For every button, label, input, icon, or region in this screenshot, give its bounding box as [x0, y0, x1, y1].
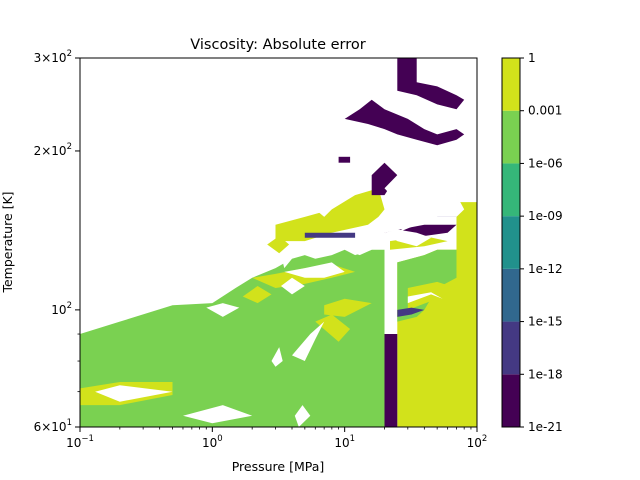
y-tick-label: 6×101: [34, 418, 72, 434]
contour-region: [344, 99, 465, 146]
x-tick-label: 10−1: [66, 434, 94, 450]
contour-gap: [294, 405, 311, 427]
contour-gap: [315, 202, 332, 217]
contour-region: [267, 236, 290, 254]
contour-region: [338, 156, 351, 163]
contour-region: [315, 314, 351, 342]
contour-gap: [292, 321, 325, 361]
contour-regions: [80, 58, 477, 427]
contour-gap: [206, 303, 240, 317]
contour-region: [371, 162, 398, 196]
colorbar-tick-label: 1e-15: [528, 315, 563, 329]
colorbar-segment: [502, 110, 520, 164]
contour-gap: [183, 405, 253, 424]
colorbar-segment: [502, 321, 520, 375]
contour-region: [384, 334, 398, 427]
y-tick-label: 2×102: [34, 142, 72, 158]
contour-gap: [384, 229, 432, 247]
contour-region: [242, 286, 272, 304]
contour-gap: [397, 195, 465, 233]
colorbar-tick-label: 1e-18: [528, 367, 563, 381]
x-tick-label: 102: [467, 434, 488, 450]
contour-gap: [284, 262, 345, 278]
y-axis-label: Temperature [K]: [0, 191, 15, 293]
colorbar-tick-label: 1e-21: [528, 420, 563, 434]
colorbar-segment: [502, 268, 520, 322]
colorbar: 1e-21 1e-18 1e-15 1e-12 1e-09 1e-06 0.001 1: [501, 51, 563, 434]
y-axis: 6×101 102 2×102 3×102: [34, 49, 80, 434]
colorbar-tick-label: 1e-06: [528, 156, 563, 170]
contour-gap: [281, 255, 292, 269]
contour-gap: [281, 277, 305, 295]
contour-region: [324, 298, 372, 317]
colorbar-segment: [502, 58, 520, 111]
contour-gap: [271, 347, 283, 367]
colorbar-tick-label: 1e-12: [528, 262, 563, 276]
contour-region: [397, 58, 465, 110]
colorbar-segment: [502, 216, 520, 269]
colorbar-tick-label: 0.001: [528, 104, 562, 118]
colorbar-tick-label: 1e-09: [528, 209, 563, 223]
plot-area: [79, 57, 478, 428]
colorbar-tick-label: 1: [528, 51, 536, 65]
contour-region: [304, 232, 356, 238]
y-tick-label: 3×102: [34, 49, 72, 65]
contour-region: [275, 188, 385, 242]
x-tick-label: 101: [334, 434, 355, 450]
contour-region: [407, 281, 457, 310]
contour-gap: [407, 292, 443, 304]
x-axis: 10−1 100 101 102: [66, 427, 487, 450]
y-tick-label: 102: [51, 301, 72, 317]
contour-gap: [384, 175, 408, 203]
contour-gap: [344, 244, 372, 256]
colorbar-segment: [502, 374, 520, 427]
x-tick-label: 100: [202, 434, 223, 450]
contour-gap: [95, 385, 173, 402]
contour-region: [397, 307, 425, 317]
chart-title: Viscosity: Absolute error: [190, 37, 365, 53]
x-axis-label: Pressure [MPa]: [232, 459, 325, 474]
colorbar-segment: [502, 163, 520, 217]
